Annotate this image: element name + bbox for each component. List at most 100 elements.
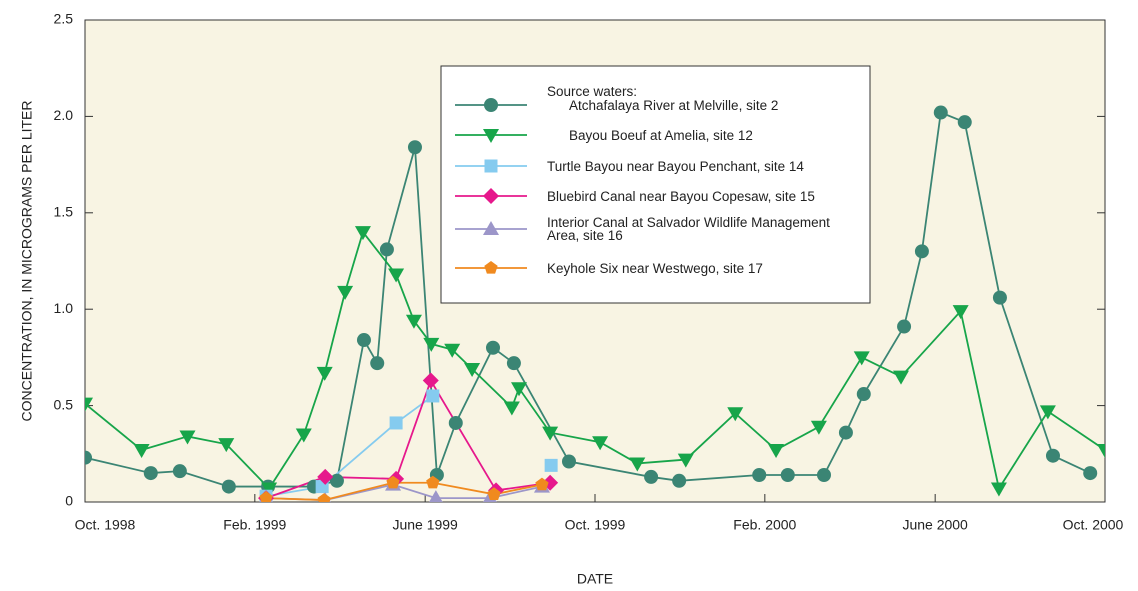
- marker: [487, 487, 501, 500]
- x-tick-label: Oct. 1998: [75, 517, 136, 533]
- y-tick-label: 2.0: [54, 107, 74, 123]
- marker: [329, 473, 344, 488]
- marker: [838, 425, 853, 440]
- marker: [990, 482, 1007, 497]
- marker: [542, 426, 559, 441]
- marker: [218, 438, 235, 453]
- series-line: [266, 481, 543, 501]
- marker: [914, 244, 929, 259]
- marker: [592, 436, 609, 451]
- x-tick-label: June 1999: [392, 517, 458, 533]
- marker: [389, 416, 403, 430]
- legend-label: Bayou Boeuf at Amelia, site 12: [569, 127, 753, 143]
- y-tick-label: 2.5: [54, 11, 74, 27]
- marker: [768, 443, 785, 458]
- marker: [644, 469, 659, 484]
- marker: [484, 159, 498, 173]
- marker: [677, 453, 694, 468]
- marker: [856, 387, 871, 402]
- marker: [370, 356, 385, 371]
- marker: [629, 457, 646, 472]
- plot: [85, 105, 1105, 502]
- y-axis-label: CONCENTRATION, IN MICROGRAMS PER LITER: [19, 101, 35, 422]
- marker: [1045, 448, 1060, 463]
- legend-title: Source waters:: [547, 84, 638, 99]
- marker: [810, 420, 827, 435]
- marker: [1083, 466, 1098, 481]
- marker: [221, 479, 236, 494]
- marker: [544, 458, 558, 472]
- x-tick-label: June 2000: [902, 517, 968, 533]
- marker: [853, 351, 870, 366]
- marker: [511, 382, 528, 397]
- marker: [483, 221, 499, 235]
- marker: [957, 115, 972, 130]
- x-tick-label: Oct. 2000: [1063, 517, 1124, 533]
- marker: [405, 314, 422, 329]
- x-tick-label: Oct. 1999: [565, 517, 626, 533]
- y-tick-label: 0.5: [54, 396, 74, 412]
- marker: [85, 450, 92, 465]
- marker: [179, 430, 196, 445]
- marker: [379, 242, 394, 257]
- marker: [1039, 405, 1056, 420]
- marker: [386, 475, 400, 489]
- marker: [426, 475, 440, 489]
- marker: [503, 401, 520, 416]
- marker: [422, 372, 439, 389]
- marker: [407, 140, 422, 155]
- legend-label: Bluebird Canal near Bayou Copesaw, site …: [547, 188, 815, 204]
- marker: [897, 319, 912, 334]
- marker: [672, 473, 687, 488]
- marker: [356, 333, 371, 348]
- y-tick-label: 0: [65, 493, 73, 509]
- marker: [893, 370, 909, 385]
- marker: [143, 466, 158, 481]
- marker: [317, 468, 334, 485]
- marker: [484, 261, 498, 274]
- marker: [316, 366, 333, 381]
- marker: [317, 493, 331, 502]
- marker: [85, 397, 93, 412]
- marker: [133, 443, 150, 458]
- legend-label: Keyhole Six near Westwego, site 17: [547, 260, 763, 276]
- marker: [727, 407, 744, 422]
- marker: [337, 285, 354, 300]
- marker: [952, 305, 969, 320]
- marker: [483, 129, 499, 143]
- legend-label: Interior Canal at Salvador Wildlife Mana…: [547, 215, 830, 243]
- series-line: [85, 111, 1091, 488]
- marker: [1097, 443, 1105, 458]
- marker: [261, 482, 278, 497]
- marker: [506, 356, 521, 371]
- marker: [780, 468, 795, 483]
- marker: [172, 464, 187, 479]
- legend-label: Turtle Bayou near Bayou Penchant, site 1…: [547, 158, 804, 174]
- x-tick-label: Feb. 1999: [223, 517, 286, 533]
- marker: [426, 389, 440, 403]
- marker: [933, 105, 948, 120]
- marker: [992, 290, 1007, 305]
- marker: [295, 428, 312, 443]
- marker: [448, 415, 463, 430]
- marker: [535, 477, 549, 491]
- marker: [354, 226, 371, 241]
- marker: [484, 98, 498, 112]
- marker: [423, 337, 440, 352]
- marker: [486, 340, 500, 355]
- marker: [561, 454, 576, 469]
- x-tick-label: Feb. 2000: [733, 517, 796, 533]
- marker: [444, 343, 461, 358]
- marker: [259, 491, 273, 502]
- y-tick-label: 1.0: [54, 300, 74, 316]
- marker: [483, 188, 499, 204]
- marker: [429, 490, 443, 502]
- marker: [388, 268, 405, 283]
- marker: [816, 468, 831, 483]
- x-axis-label: DATE: [577, 571, 613, 587]
- marker: [464, 362, 481, 377]
- marker: [752, 468, 767, 483]
- y-tick-label: 1.5: [54, 204, 74, 220]
